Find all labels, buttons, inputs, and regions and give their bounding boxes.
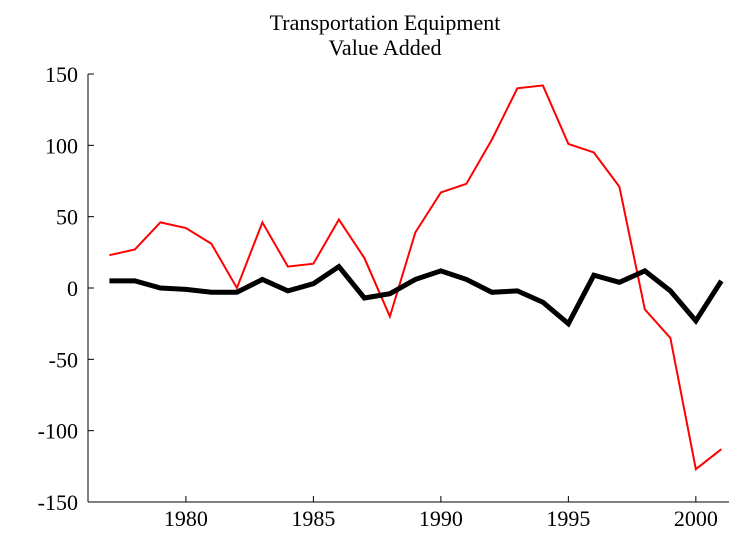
y-tick-label: 0 [67,276,78,301]
y-tick-label: -100 [38,419,78,444]
x-tick-label: 1985 [291,506,335,531]
x-tick-label: 1995 [546,506,590,531]
y-tick-label: 50 [56,205,78,230]
y-tick-label: -50 [49,347,78,372]
y-tick-label: 100 [45,133,78,158]
chart-title: Transportation Equipment [270,10,501,35]
x-tick-label: 1980 [164,506,208,531]
x-tick-label: 1990 [419,506,463,531]
x-tick-label: 2000 [674,506,718,531]
series-line [109,84,722,471]
y-tick-label: 150 [45,62,78,87]
chart-subtitle: Value Added [328,35,441,60]
series-line [109,263,724,328]
y-tick-label: -150 [38,490,78,515]
